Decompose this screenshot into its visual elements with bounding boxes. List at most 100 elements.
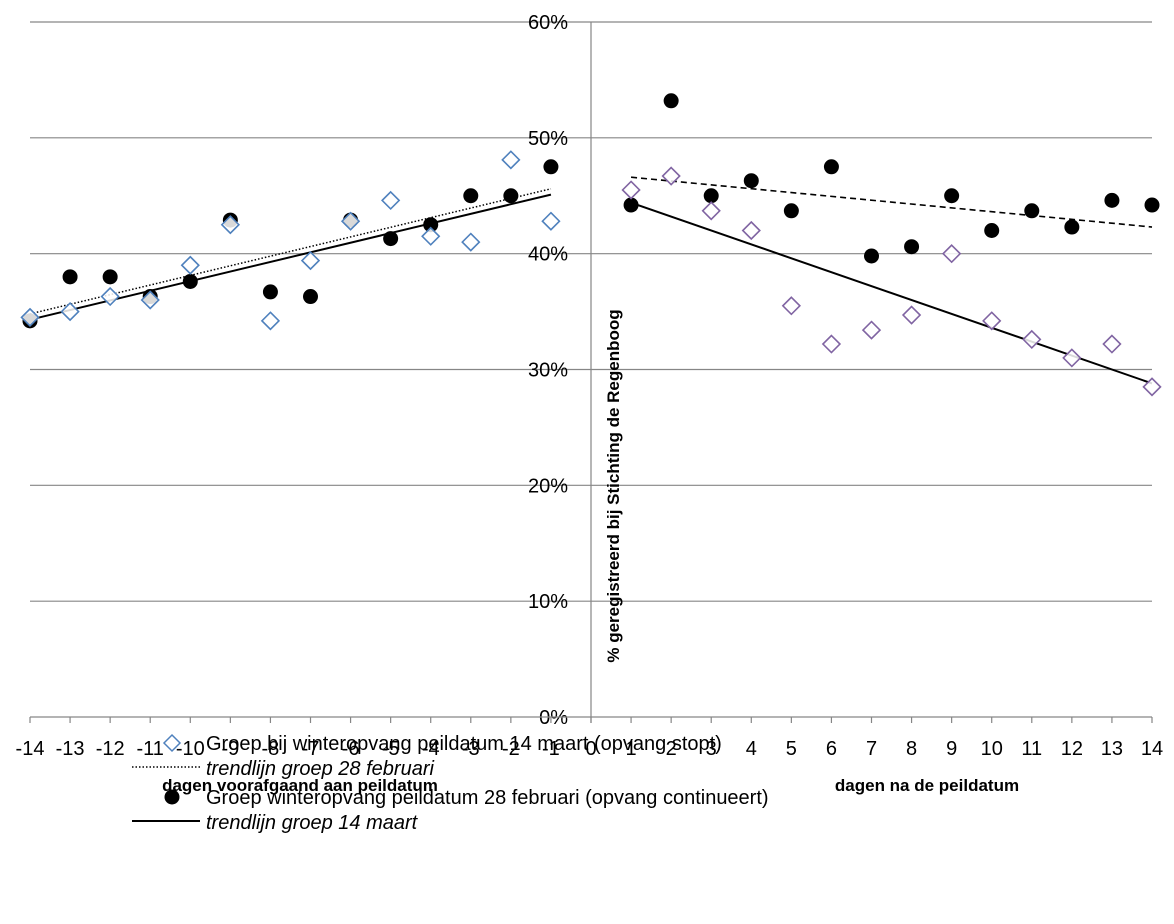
data-point-circle — [62, 269, 78, 285]
data-point-circle — [623, 197, 639, 213]
y-tick-label: 10% — [528, 591, 568, 613]
data-point-diamond — [461, 232, 481, 252]
data-point-circle — [703, 188, 719, 204]
data-point-diamond — [982, 311, 1002, 331]
data-point-diamond — [861, 320, 882, 340]
x-tick-label: -12 — [96, 738, 125, 760]
x-axis-title-right: dagen na de peildatum — [835, 776, 1019, 795]
legend-label-diamond-series: Groep bij winteropvang peildatum 14 maar… — [206, 733, 722, 755]
data-point-diamond — [741, 220, 761, 241]
legend-item-solid-trendline: trendlijn groep 14 maart — [132, 812, 419, 834]
data-point-diamond — [901, 305, 922, 325]
trendline-segment — [630, 176, 1153, 228]
y-tick-label: 60% — [528, 12, 568, 34]
data-point-diamond — [220, 215, 240, 235]
data-point-circle — [503, 188, 519, 204]
data-point-circle — [383, 231, 399, 247]
legend-label-solid-trendline: trendlijn groep 14 maart — [206, 812, 419, 834]
data-point-diamond — [340, 211, 361, 231]
x-tick-label: 9 — [946, 738, 957, 760]
x-tick-label: -8 — [262, 738, 280, 760]
data-point-diamond — [260, 311, 281, 331]
data-point-circle — [904, 239, 920, 255]
data-point-diamond — [300, 250, 321, 271]
data-point-circle — [1024, 203, 1040, 219]
x-tick-label: 10 — [981, 738, 1003, 760]
data-point-circle — [463, 188, 479, 204]
x-tick-label: 11 — [1021, 738, 1042, 760]
data-point-circle — [743, 173, 759, 189]
data-point-diamond — [821, 334, 842, 354]
data-point-diamond — [1142, 377, 1162, 397]
x-tick-label: -10 — [176, 738, 205, 760]
y-tick-label: 30% — [528, 360, 568, 382]
x-tick-label: -2 — [502, 738, 520, 760]
data-point-circle — [543, 159, 559, 175]
data-point-circle — [783, 203, 799, 219]
legend-diamond-icon — [162, 733, 182, 753]
x-tick-label: 4 — [746, 738, 757, 760]
x-tick-label: 13 — [1101, 738, 1123, 760]
data-point-circle — [864, 248, 879, 264]
legend-circle-icon — [164, 789, 180, 805]
data-point-diamond — [661, 166, 681, 186]
data-point-diamond — [421, 226, 441, 246]
data-point-circle — [984, 223, 1000, 238]
legend-label-circle-series: Groep winteropvang peildatum 28 februari… — [206, 787, 769, 809]
data-point-diamond — [100, 286, 120, 307]
data-point-circle — [663, 93, 679, 109]
data-point-diamond — [541, 211, 561, 231]
legend-item-diamond-series: Groep bij winteropvang peildatum 14 maar… — [162, 733, 722, 755]
data-point-diamond — [701, 201, 721, 221]
data-point-diamond — [1102, 334, 1122, 354]
y-tick-label: 0% — [539, 707, 568, 729]
x-tick-label: -1 — [542, 738, 560, 760]
y-tick-label: 20% — [528, 475, 568, 497]
data-point-diamond — [20, 307, 40, 328]
x-tick-label: 0 — [585, 738, 596, 760]
x-tick-label: -6 — [342, 738, 360, 760]
trendline-segment — [630, 201, 1153, 385]
y-axis-title: % geregistreerd bij Stichting de Regenbo… — [604, 309, 623, 662]
data-point-diamond — [60, 301, 80, 322]
data-point-diamond — [621, 180, 641, 200]
data-points — [20, 93, 1162, 397]
data-point-diamond — [381, 190, 401, 211]
x-tick-label: 3 — [706, 738, 717, 760]
x-tick-label: -14 — [16, 738, 45, 760]
data-point-circle — [303, 289, 318, 305]
data-point-diamond — [501, 150, 521, 170]
data-point-circle — [1104, 192, 1120, 208]
x-tick-label: -13 — [56, 738, 85, 760]
x-tick-label: -9 — [221, 738, 239, 760]
data-point-diamond — [1022, 329, 1042, 350]
axis-labels: dagen voorafgaand aan peildatum dagen na… — [162, 309, 1019, 795]
data-point-circle — [102, 269, 118, 285]
legend-label-dotted-trendline: trendlijn groep 28 februari — [206, 758, 434, 780]
x-tick-label: -7 — [302, 738, 320, 760]
legend-item-circle-series: Groep winteropvang peildatum 28 februari… — [164, 787, 769, 809]
data-point-diamond — [1062, 348, 1082, 368]
data-point-circle — [823, 159, 839, 175]
data-point-diamond — [140, 290, 160, 310]
x-tick-label: 12 — [1061, 738, 1083, 760]
x-tick-label: 1 — [626, 738, 637, 760]
x-tick-label: -5 — [382, 738, 400, 760]
data-point-diamond — [180, 255, 200, 275]
x-tick-label: 14 — [1141, 738, 1163, 760]
y-tick-label: 50% — [528, 128, 568, 150]
x-tick-label: 5 — [786, 738, 797, 760]
data-point-circle — [423, 217, 439, 233]
x-tick-label: 7 — [866, 738, 877, 760]
data-point-circle — [1144, 197, 1160, 213]
x-tick-label: -4 — [422, 738, 440, 760]
x-tick-label: 6 — [826, 738, 837, 760]
y-tick-label: 40% — [528, 244, 568, 266]
x-tick-label: -11 — [137, 738, 164, 760]
data-point-diamond — [942, 244, 962, 264]
data-point-circle — [944, 188, 960, 204]
data-point-circle — [262, 284, 278, 300]
x-tick-label: -3 — [462, 738, 480, 760]
legend-item-dotted-trendline: trendlijn groep 28 februari — [132, 758, 434, 780]
